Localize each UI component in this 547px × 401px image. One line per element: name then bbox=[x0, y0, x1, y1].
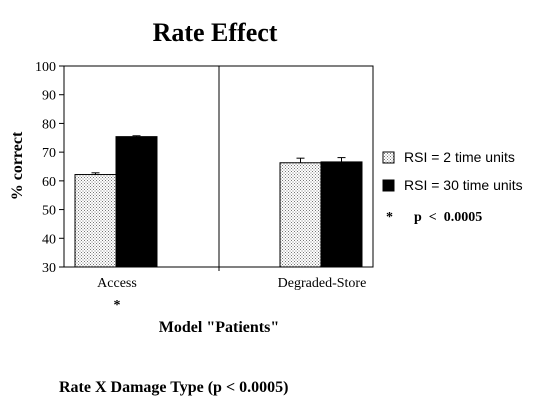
y-tick-label: 40 bbox=[42, 232, 56, 247]
bar-access-series-1 bbox=[115, 136, 158, 268]
category-labels: Access * Degraded-Store bbox=[97, 276, 366, 313]
legend-swatch-rsi-30 bbox=[382, 179, 395, 192]
legend-note-symbol: * bbox=[386, 210, 393, 225]
legend-label-rsi-2: RSI = 2 time units bbox=[404, 149, 515, 165]
bar-degraded-store-series-1 bbox=[320, 161, 363, 268]
footnote: Rate X Damage Type (p < 0.0005) bbox=[59, 379, 288, 396]
y-tick-label: 80 bbox=[42, 117, 56, 132]
x-axis-label: Model "Patients" bbox=[159, 319, 279, 336]
y-tick-label: 70 bbox=[42, 146, 56, 161]
bars bbox=[74, 135, 363, 268]
y-tick-label: 50 bbox=[42, 204, 56, 219]
category-label: Access bbox=[97, 276, 137, 291]
significance-mark: * bbox=[114, 298, 121, 313]
legend-note-text: p < 0.0005 bbox=[414, 210, 482, 225]
bar-degraded-store-series-0 bbox=[279, 162, 322, 268]
bar-access-series-0 bbox=[74, 174, 117, 268]
category-label: Degraded-Store bbox=[278, 276, 367, 291]
y-tick-label: 90 bbox=[42, 89, 56, 104]
legend: RSI = 2 time units RSI = 30 time units *… bbox=[382, 149, 523, 225]
chart-title: Rate Effect bbox=[153, 18, 278, 47]
legend-swatch-rsi-2 bbox=[382, 151, 395, 164]
y-tick-label: 30 bbox=[42, 261, 56, 276]
legend-label-rsi-30: RSI = 30 time units bbox=[404, 177, 523, 193]
y-tick-label: 100 bbox=[35, 60, 56, 75]
y-tick-label: 60 bbox=[42, 175, 56, 190]
y-axis-ticks: 30 40 50 60 70 80 90 100 bbox=[35, 60, 64, 276]
y-axis-label: % correct bbox=[9, 131, 26, 200]
